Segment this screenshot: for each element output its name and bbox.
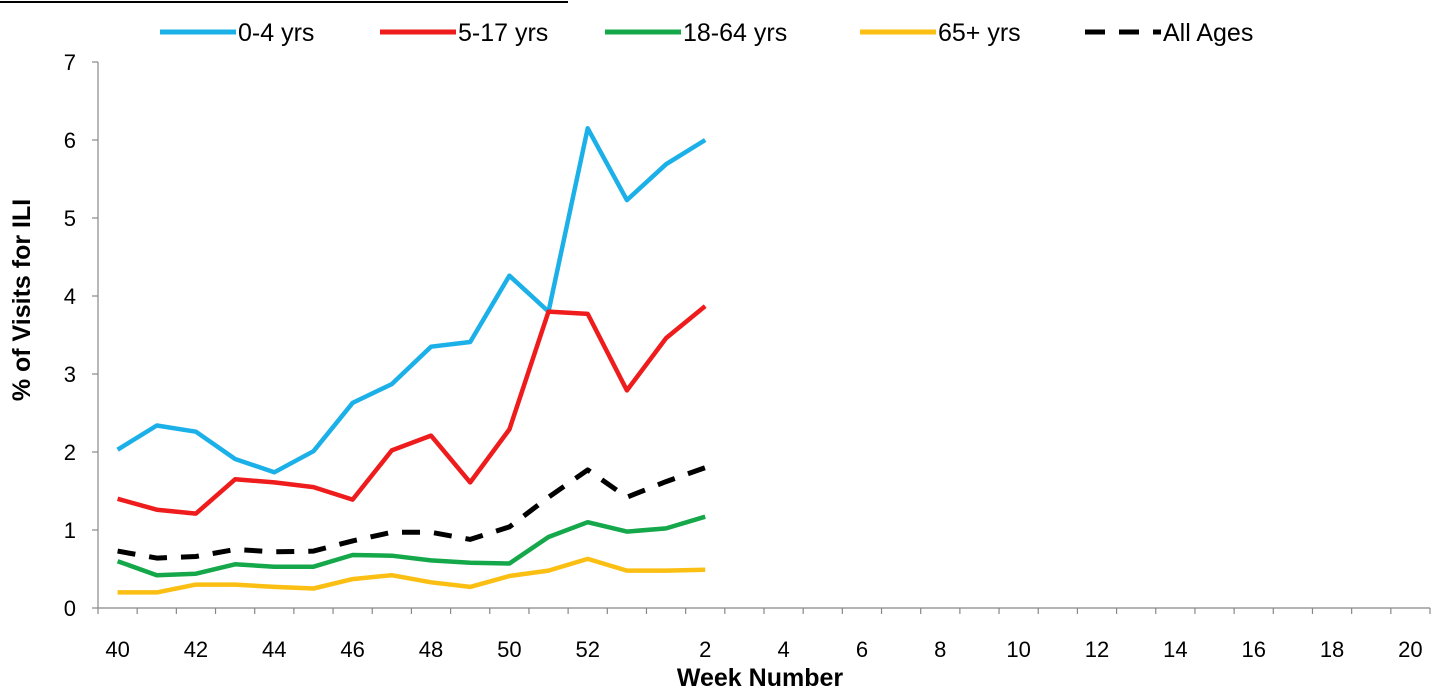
y-tick-label: 6 xyxy=(64,128,76,153)
series-line-18-64-yrs xyxy=(116,514,706,578)
y-tick-label: 4 xyxy=(64,284,76,309)
x-tick-label: 10 xyxy=(1006,637,1030,662)
x-tick-label: 40 xyxy=(105,637,129,662)
x-tick-label: 14 xyxy=(1163,637,1187,662)
legend-label: 18-64 yrs xyxy=(683,19,787,47)
y-tick-label: 0 xyxy=(64,596,76,621)
x-tick-label: 20 xyxy=(1398,637,1422,662)
series-line-5-17-yrs xyxy=(116,304,707,516)
x-tick-label: 6 xyxy=(856,637,868,662)
legend-label: 0-4 yrs xyxy=(238,19,314,47)
x-tick-label: 16 xyxy=(1241,637,1265,662)
x-tick-label: 12 xyxy=(1085,637,1109,662)
y-tick-label: 5 xyxy=(64,206,76,231)
x-tick-label: 42 xyxy=(184,637,208,662)
y-tick-label: 1 xyxy=(64,518,76,543)
x-axis-title: Week Number xyxy=(677,664,844,692)
x-tick-label: 18 xyxy=(1320,637,1344,662)
x-tick-label: 50 xyxy=(497,637,521,662)
x-tick-label: 52 xyxy=(575,637,599,662)
y-tick-label: 3 xyxy=(64,362,76,387)
y-tick-label: 7 xyxy=(64,50,76,75)
series-line-65-yrs xyxy=(117,556,706,595)
legend-label: 65+ yrs xyxy=(938,19,1021,47)
x-tick-label: 4 xyxy=(777,637,789,662)
series-line-all-ages xyxy=(117,465,707,561)
legend: 0-4 yrs 5-17 yrs 18-64 yrs 65+ yrs All Ages xyxy=(160,19,1253,47)
legend-label: All Ages xyxy=(1163,19,1253,47)
x-tick-label: 46 xyxy=(340,637,364,662)
legend-label: 5-17 yrs xyxy=(458,19,548,47)
x-tick-label: 44 xyxy=(262,637,286,662)
x-tick-label: 8 xyxy=(934,637,946,662)
y-axis-title: % of Visits for ILI xyxy=(8,199,36,401)
x-tick-label: 2 xyxy=(699,637,711,662)
x-tick-label: 48 xyxy=(419,637,443,662)
series-line-0-4-yrs xyxy=(116,126,707,475)
series-group xyxy=(116,126,707,595)
y-tick-label: 2 xyxy=(64,440,76,465)
